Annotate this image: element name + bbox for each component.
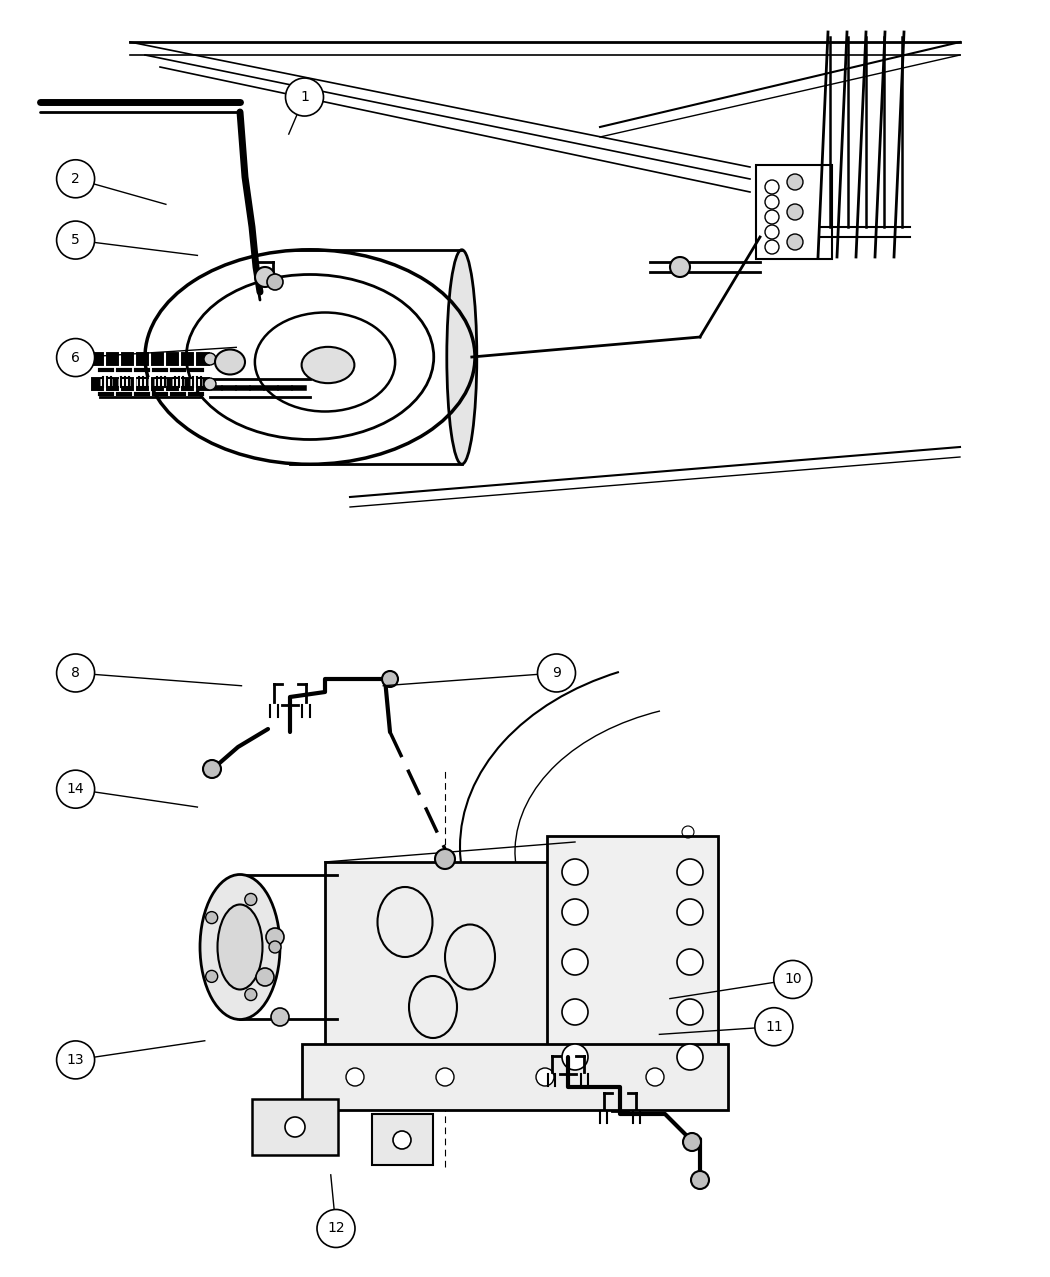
Circle shape [285,1117,304,1137]
Circle shape [245,988,257,1001]
Circle shape [266,928,284,946]
Text: 8: 8 [71,667,80,679]
Circle shape [677,949,704,976]
Text: 6: 6 [71,351,80,364]
FancyBboxPatch shape [372,1114,433,1165]
Text: 2: 2 [71,172,80,185]
Circle shape [562,999,588,1025]
Circle shape [206,912,217,923]
Circle shape [538,654,575,692]
Circle shape [204,352,216,365]
Ellipse shape [217,904,262,990]
FancyBboxPatch shape [547,836,718,1091]
Circle shape [255,267,275,287]
Circle shape [677,999,704,1025]
Circle shape [256,968,274,986]
Circle shape [57,338,94,377]
Ellipse shape [301,347,355,383]
Circle shape [346,1068,364,1085]
Circle shape [562,899,588,925]
Circle shape [788,174,803,190]
Circle shape [788,204,803,220]
Circle shape [788,234,803,250]
Circle shape [691,1171,709,1189]
Text: 9: 9 [552,667,561,679]
Circle shape [755,1008,793,1046]
Circle shape [393,1131,411,1149]
Circle shape [267,275,284,290]
Ellipse shape [200,875,280,1019]
Text: 12: 12 [328,1222,344,1235]
Circle shape [245,894,257,905]
Ellipse shape [447,250,477,465]
Circle shape [382,670,398,687]
Ellipse shape [255,313,395,411]
Polygon shape [326,862,575,1052]
Circle shape [677,859,704,885]
Circle shape [57,1041,94,1079]
Circle shape [57,160,94,198]
Circle shape [536,1068,554,1085]
Circle shape [562,1045,588,1070]
FancyBboxPatch shape [302,1045,728,1110]
Text: 5: 5 [71,234,80,246]
Circle shape [57,221,94,259]
Circle shape [317,1209,355,1248]
Circle shape [286,78,323,116]
FancyBboxPatch shape [252,1099,338,1154]
Text: 10: 10 [784,973,801,986]
Circle shape [682,1133,701,1151]
Circle shape [670,257,690,277]
Text: 11: 11 [765,1020,782,1033]
Circle shape [203,760,220,778]
Circle shape [57,770,94,808]
Circle shape [677,1045,704,1070]
Circle shape [677,899,704,925]
Circle shape [204,378,216,389]
Circle shape [562,949,588,976]
Ellipse shape [215,350,245,374]
Circle shape [271,1008,289,1025]
Circle shape [774,960,812,999]
Circle shape [435,849,455,870]
Circle shape [436,1068,454,1085]
Text: 13: 13 [67,1054,84,1066]
Circle shape [562,859,588,885]
Circle shape [206,971,217,982]
Text: 1: 1 [300,91,309,103]
Circle shape [646,1068,664,1085]
Circle shape [57,654,94,692]
Circle shape [269,941,281,953]
Text: 14: 14 [67,783,84,796]
